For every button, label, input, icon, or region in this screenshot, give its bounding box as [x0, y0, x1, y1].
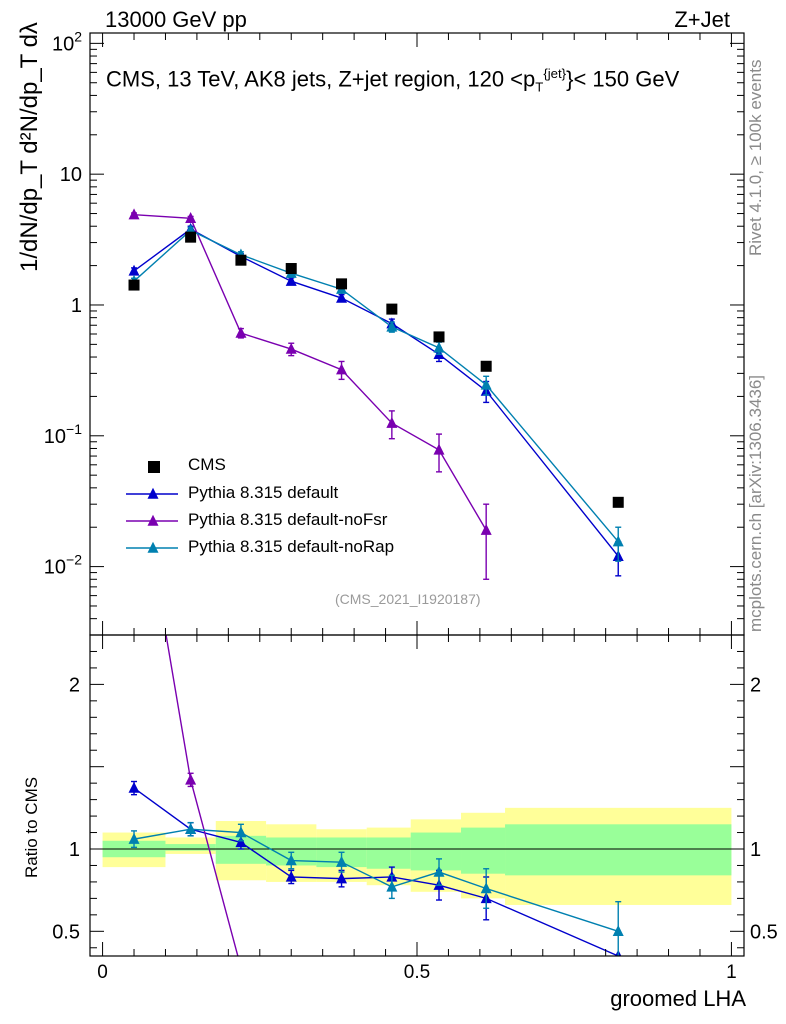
ratio-y-tick-label: 0.5 [52, 921, 80, 943]
ratio-point [235, 836, 247, 848]
x-tick-label: 0.5 [404, 962, 430, 983]
ratio-y-tick-label: 2 [69, 674, 80, 696]
ratio-point [185, 773, 197, 785]
ratio-point [336, 855, 348, 867]
cms-data-point [612, 496, 624, 508]
ratio-point [185, 822, 197, 834]
main-plot-area [128, 208, 624, 580]
ratio-plot-area [90, 439, 744, 972]
legend-marker-triangle [147, 514, 159, 526]
plot-annotation: CMS, 13 TeV, AK8 jets, Z+jet region, 120… [106, 66, 680, 95]
y-axis-label-ratio: Ratio to CMS [22, 776, 41, 878]
legend-label: Pythia 8.315 default-noRap [188, 537, 395, 556]
legend-item-default: Pythia 8.315 default [125, 483, 445, 507]
cms-data-point [433, 331, 445, 343]
ratio-point [235, 826, 247, 838]
x-axis-label: groomed LHA [610, 986, 746, 1011]
ratio-y-tick-label: 1 [69, 839, 80, 861]
uncertainty-band-green [410, 832, 462, 871]
y-tick-label: 102 [52, 28, 82, 55]
cms-data-point [285, 263, 297, 275]
ratio-point [336, 872, 348, 884]
data-point [433, 443, 445, 455]
y-axis-label-main: 1/dN/dp_T d²N/dp_T dλ [16, 22, 43, 272]
ratio-point [128, 781, 140, 793]
data-point [235, 326, 247, 338]
data-point [128, 208, 140, 220]
cms-data-point [128, 279, 140, 291]
data-point [285, 274, 297, 286]
y-tick-label: 1 [71, 295, 82, 317]
ratio-point [128, 832, 140, 844]
ratio-point [480, 882, 492, 894]
y-tick-label: 10 [60, 164, 82, 186]
ratio-point [433, 865, 445, 877]
x-tick-label: 1 [726, 962, 737, 983]
cms-data-point [185, 231, 197, 243]
uncertainty-band-green [461, 827, 506, 874]
data-point [185, 212, 197, 223]
uncertainty-band-green [505, 824, 732, 876]
legend-item-nofsr: Pythia 8.315 default-noFsr [125, 510, 445, 534]
cms-data-point [386, 303, 398, 315]
legend-marker-triangle [147, 487, 159, 499]
y-tick-label: 10−1 [44, 421, 82, 448]
data-point [285, 342, 297, 354]
ratio-point [129, 439, 140, 450]
analysis-id: (CMS_2021_I1920187) [335, 591, 481, 607]
data-point [386, 320, 398, 332]
data-point [336, 363, 348, 375]
ratio-y-tick-label-right: 0.5 [750, 921, 778, 943]
data-point [433, 341, 445, 353]
ratio-y-tick-label-right: 1 [750, 839, 761, 861]
legend-item-norap: Pythia 8.315 default-noRap [125, 537, 445, 561]
ratio-y-tick-label-right: 2 [750, 674, 761, 696]
ratio-point [612, 925, 624, 937]
rivet-label: Rivet 4.1.0, ≥ 100k events [746, 59, 765, 256]
cms-data-point [336, 278, 348, 290]
legend-marker-triangle [147, 541, 159, 553]
data-point [480, 378, 492, 390]
cms-data-point [480, 360, 492, 372]
legend-marker-square [148, 461, 160, 473]
ratio-point [285, 870, 297, 882]
data-point [612, 535, 624, 547]
uncertainty-band-green [366, 837, 411, 869]
series-line [133, 228, 619, 557]
legend-label: CMS [188, 455, 226, 474]
legend-label: Pythia 8.315 default [188, 483, 339, 502]
header-left: 13000 GeV pp [105, 7, 247, 32]
mcplots-label: mcplots.cern.ch [arXiv:1306.3436] [746, 374, 765, 632]
data-point [480, 523, 492, 535]
ratio-point [285, 854, 297, 866]
series-line [133, 213, 487, 531]
uncertainty-band-green [165, 844, 216, 851]
data-point [128, 264, 140, 276]
ratio-point [386, 880, 398, 892]
ratio-frame [89, 634, 745, 957]
x-tick-label: 0 [97, 962, 108, 983]
data-point [336, 291, 348, 303]
ratio-point [235, 961, 246, 972]
data-point [386, 416, 398, 428]
cms-data-point [235, 254, 247, 266]
legend-label: Pythia 8.315 default-noFsr [188, 510, 388, 529]
y-tick-label: 10−2 [44, 552, 82, 579]
legend-item-cms: CMS [125, 455, 445, 479]
header-right: Z+Jet [674, 7, 730, 32]
